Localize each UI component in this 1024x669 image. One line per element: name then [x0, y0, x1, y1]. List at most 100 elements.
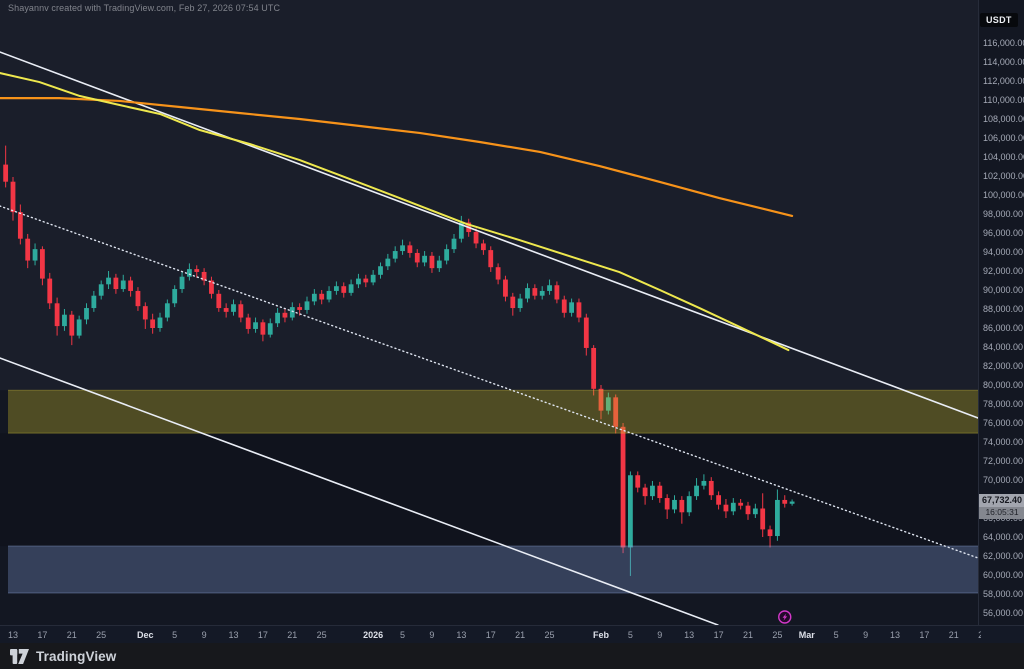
candle-body — [289, 307, 295, 318]
time-axis-label: 9 — [429, 630, 435, 640]
candle-body — [532, 288, 538, 296]
candle-body — [164, 303, 170, 318]
candle-body — [503, 279, 508, 297]
candle-body — [657, 485, 663, 499]
candle-body — [444, 249, 450, 261]
candle-body — [194, 269, 200, 272]
candle-body — [525, 288, 530, 299]
time-axis-label: 13 — [456, 630, 467, 640]
candle-body — [752, 508, 758, 515]
time-axis-label: Feb — [592, 630, 609, 640]
candle-body — [510, 296, 516, 309]
candle-body — [664, 498, 670, 510]
candle-body — [392, 251, 398, 259]
last-price-value: 67,732.40 — [979, 493, 1024, 507]
lightning-bolt-icon — [782, 613, 788, 621]
candle-body — [245, 317, 251, 329]
price-axis[interactable]: USDT 67,732.40 16:05:31 116,000.00 114,00… — [978, 0, 1024, 625]
candle-body — [554, 285, 560, 300]
quote-currency-badge: USDT — [980, 13, 1018, 27]
price-axis-label: 72,000.00 — [983, 456, 1024, 466]
time-axis-label: 5 — [400, 630, 406, 640]
time-axis-label: 21 — [287, 630, 298, 640]
candle-body — [253, 322, 258, 329]
candle-body — [91, 295, 97, 309]
candle-body — [613, 397, 619, 427]
candle-body — [231, 304, 236, 312]
chart-pane[interactable]: Shayannv created with TradingView.com, F… — [0, 0, 978, 625]
candle-body — [730, 502, 736, 512]
candle-body — [561, 299, 567, 313]
time-axis-label: 5 — [627, 630, 633, 640]
candle-body — [32, 249, 38, 261]
candle-body — [583, 317, 589, 348]
candle-body — [385, 258, 391, 267]
candle-body — [98, 284, 104, 296]
price-axis-label: 104,000.00 — [983, 152, 1024, 162]
candle-body — [605, 397, 611, 411]
price-axis-label: 70,000.00 — [983, 475, 1024, 485]
time-axis-label: 13 — [7, 630, 18, 640]
candle-body — [25, 238, 31, 261]
price-chart-canvas[interactable] — [0, 0, 978, 625]
time-axis-label: 21 — [742, 630, 753, 640]
time-axis-label: 25 — [772, 630, 783, 640]
candle-body — [223, 308, 229, 312]
candle-body — [319, 293, 325, 300]
candle-body — [297, 307, 303, 310]
candle-body — [54, 303, 60, 327]
time-axis-label: 9 — [863, 630, 869, 640]
price-axis-label: 82,000.00 — [983, 361, 1024, 371]
time-axis-label: 25 — [316, 630, 327, 640]
trendline-channel-lower[interactable] — [0, 357, 719, 625]
candle-body — [47, 278, 53, 304]
tradingview-logo[interactable]: TradingView — [10, 648, 116, 664]
trendline-channel-midline-dotted[interactable] — [0, 205, 978, 559]
price-axis-label: 64,000.00 — [983, 532, 1024, 542]
candle-body — [260, 322, 266, 335]
candle-body — [142, 306, 148, 320]
candle-body — [488, 250, 494, 268]
candle-body — [789, 501, 795, 504]
resistance-zone[interactable] — [8, 390, 978, 434]
price-axis-label: 86,000.00 — [983, 323, 1024, 333]
candle-body — [106, 277, 111, 285]
candle-body — [209, 280, 214, 294]
ma-fast-yellow[interactable] — [0, 72, 790, 352]
candle-body — [451, 238, 457, 250]
candle-body — [767, 529, 773, 537]
candle-body — [414, 252, 420, 263]
candle-body — [356, 278, 361, 285]
price-axis-label: 110,000.00 — [983, 95, 1024, 105]
time-axis-label: 13 — [889, 630, 900, 640]
price-axis-label: 80,000.00 — [983, 380, 1024, 390]
time-axis[interactable]: 13 17 21 25 Dec 5 9 13 17 21 25 2026 5 9 13 17 21 25 Feb 5 9… — [0, 625, 1024, 644]
ma-slow-orange[interactable] — [0, 96, 794, 217]
candle-body — [686, 496, 692, 513]
candle-body — [62, 314, 67, 327]
candle-body — [84, 308, 89, 320]
time-axis-label: 5 — [172, 630, 178, 640]
price-axis-label: 94,000.00 — [983, 247, 1024, 257]
time-axis-label: Dec — [137, 630, 154, 640]
candle-body — [187, 269, 192, 277]
candle-body — [738, 502, 744, 506]
candle-body — [238, 304, 244, 318]
time-axis-label: 17 — [485, 630, 496, 640]
candle-body — [782, 499, 788, 504]
price-axis-label: 98,000.00 — [983, 209, 1024, 219]
price-axis-label: 74,000.00 — [983, 437, 1024, 447]
candle-body — [370, 274, 376, 283]
candle-body — [304, 301, 310, 310]
candle-body — [569, 302, 574, 313]
time-axis-label: 21 — [66, 630, 77, 640]
candle-body — [179, 276, 185, 290]
candle-body — [3, 164, 9, 182]
trendline-channel-upper[interactable] — [0, 51, 978, 419]
time-axis-label: 5 — [833, 630, 839, 640]
price-axis-label: 84,000.00 — [983, 342, 1024, 352]
candle-body — [539, 290, 545, 296]
support-zone[interactable] — [8, 546, 978, 594]
candle-body — [642, 487, 648, 497]
